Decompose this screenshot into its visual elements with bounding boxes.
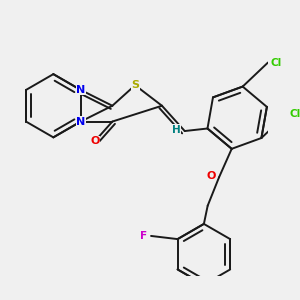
Text: O: O xyxy=(90,136,100,146)
Text: F: F xyxy=(140,231,147,241)
Text: S: S xyxy=(131,80,139,90)
Text: N: N xyxy=(76,85,86,95)
Text: Cl: Cl xyxy=(271,58,282,68)
Text: O: O xyxy=(206,171,215,181)
Text: N: N xyxy=(76,117,86,127)
Text: Cl: Cl xyxy=(289,109,300,119)
Text: H: H xyxy=(172,125,181,135)
